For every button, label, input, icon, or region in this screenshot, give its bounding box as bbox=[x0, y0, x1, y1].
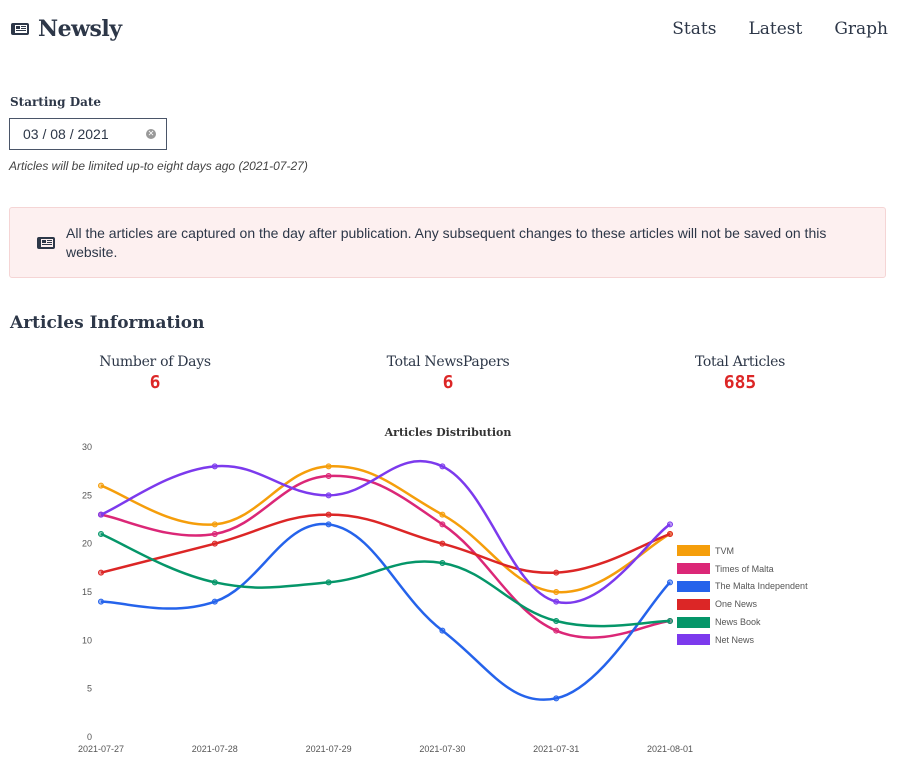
nav-latest[interactable]: Latest bbox=[748, 19, 803, 39]
data-point[interactable] bbox=[98, 531, 104, 537]
legend-item[interactable]: One News bbox=[677, 595, 808, 613]
data-point[interactable] bbox=[553, 627, 560, 634]
y-tick-label: 30 bbox=[82, 442, 92, 452]
chart-title: Articles Distribution bbox=[384, 426, 512, 439]
data-point[interactable] bbox=[439, 463, 446, 470]
data-point[interactable] bbox=[325, 521, 332, 528]
data-point[interactable] bbox=[439, 560, 446, 566]
data-point[interactable] bbox=[553, 618, 560, 624]
x-tick-label: 2021-07-30 bbox=[419, 744, 465, 754]
legend-swatch bbox=[677, 563, 710, 575]
data-point[interactable] bbox=[667, 618, 673, 624]
data-point[interactable] bbox=[325, 579, 332, 586]
x-tick-label: 2021-07-28 bbox=[192, 744, 238, 754]
stat-newspapers: Total NewsPapers 6 bbox=[348, 354, 548, 393]
data-point[interactable] bbox=[98, 511, 104, 518]
notice-text: All the articles are captured on the day… bbox=[66, 224, 827, 260]
x-tick-label: 2021-07-29 bbox=[306, 744, 352, 754]
legend-swatch bbox=[677, 545, 710, 557]
x-tick-label: 2021-07-27 bbox=[78, 744, 124, 754]
data-point[interactable] bbox=[553, 598, 560, 605]
data-point[interactable] bbox=[98, 569, 104, 576]
stat-days: Number of Days 6 bbox=[55, 354, 255, 393]
y-tick-label: 20 bbox=[82, 539, 92, 549]
x-tick-label: 2021-07-31 bbox=[533, 744, 579, 754]
data-point[interactable] bbox=[439, 540, 446, 547]
legend-label: Net News bbox=[715, 634, 755, 645]
brand[interactable]: Newsly bbox=[10, 16, 122, 42]
section-title: Articles Information bbox=[10, 313, 205, 333]
starting-date-input[interactable]: 03 / 08 / 2021 ✕ bbox=[9, 118, 167, 150]
legend-label: The Malta Independent bbox=[715, 581, 808, 592]
starting-date-label: Starting Date bbox=[10, 95, 102, 109]
y-tick-label: 15 bbox=[82, 587, 92, 597]
legend-item[interactable]: TVM bbox=[677, 542, 808, 560]
legend-item[interactable]: Net News bbox=[677, 631, 808, 649]
data-point[interactable] bbox=[667, 521, 673, 528]
data-point[interactable] bbox=[98, 482, 104, 489]
data-point[interactable] bbox=[667, 579, 673, 586]
legend-item[interactable]: News Book bbox=[677, 613, 808, 631]
legend-label: One News bbox=[715, 599, 758, 610]
data-point[interactable] bbox=[553, 569, 560, 576]
y-tick-label: 10 bbox=[82, 635, 92, 645]
legend-swatch bbox=[677, 616, 710, 628]
nav-stats[interactable]: Stats bbox=[672, 19, 717, 39]
y-tick-label: 0 bbox=[87, 732, 92, 742]
data-point[interactable] bbox=[439, 521, 446, 528]
info-notice: All the articles are captured on the day… bbox=[9, 207, 886, 278]
data-point[interactable] bbox=[439, 627, 446, 634]
stat-value: 6 bbox=[149, 372, 161, 393]
newspaper-icon bbox=[37, 236, 55, 249]
legend-swatch bbox=[677, 634, 710, 646]
data-point[interactable] bbox=[439, 511, 446, 518]
brand-name: Newsly bbox=[38, 16, 122, 42]
series-line bbox=[100, 459, 671, 605]
data-point[interactable] bbox=[211, 579, 218, 586]
date-hint: Articles will be limited up-to eight day… bbox=[9, 159, 308, 173]
data-point[interactable] bbox=[553, 589, 560, 595]
legend-label: News Book bbox=[715, 617, 761, 628]
data-point[interactable] bbox=[667, 531, 673, 537]
legend-label: TVM bbox=[715, 545, 734, 556]
series-line bbox=[100, 465, 671, 594]
data-point[interactable] bbox=[553, 695, 560, 702]
data-point[interactable] bbox=[211, 598, 218, 605]
legend-item[interactable]: Times of Malta bbox=[677, 560, 808, 578]
data-point[interactable] bbox=[325, 473, 332, 479]
legend-swatch bbox=[677, 598, 710, 610]
data-point[interactable] bbox=[211, 540, 218, 547]
nav-graph[interactable]: Graph bbox=[834, 19, 888, 39]
clear-icon[interactable]: ✕ bbox=[146, 129, 156, 139]
legend-label: Times of Malta bbox=[715, 563, 774, 574]
legend-item[interactable]: The Malta Independent bbox=[677, 578, 808, 596]
stat-label: Total Articles bbox=[694, 354, 786, 370]
data-point[interactable] bbox=[211, 531, 218, 537]
data-point[interactable] bbox=[211, 521, 218, 528]
data-point[interactable] bbox=[325, 511, 332, 518]
data-point[interactable] bbox=[325, 492, 332, 499]
series-line bbox=[100, 532, 671, 628]
stat-articles: Total Articles 685 bbox=[640, 354, 840, 393]
data-point[interactable] bbox=[98, 598, 104, 605]
date-value: 03 / 08 / 2021 bbox=[23, 126, 109, 142]
stat-label: Number of Days bbox=[99, 354, 211, 370]
x-tick-label: 2021-08-01 bbox=[647, 744, 693, 754]
series-line bbox=[100, 474, 671, 639]
stat-value: 685 bbox=[723, 372, 757, 393]
legend-swatch bbox=[677, 580, 710, 592]
y-tick-label: 25 bbox=[82, 490, 92, 500]
chart-legend: TVM Times of Malta The Malta Independent On… bbox=[677, 542, 808, 649]
data-point[interactable] bbox=[325, 463, 332, 470]
stat-label: Total NewsPapers bbox=[386, 354, 510, 370]
top-nav: Newsly Stats Latest Graph bbox=[10, 14, 888, 44]
newspaper-icon bbox=[11, 23, 29, 35]
y-tick-label: 5 bbox=[87, 684, 92, 694]
series-line bbox=[100, 513, 671, 574]
stat-value: 6 bbox=[442, 372, 454, 393]
data-point[interactable] bbox=[211, 463, 218, 470]
